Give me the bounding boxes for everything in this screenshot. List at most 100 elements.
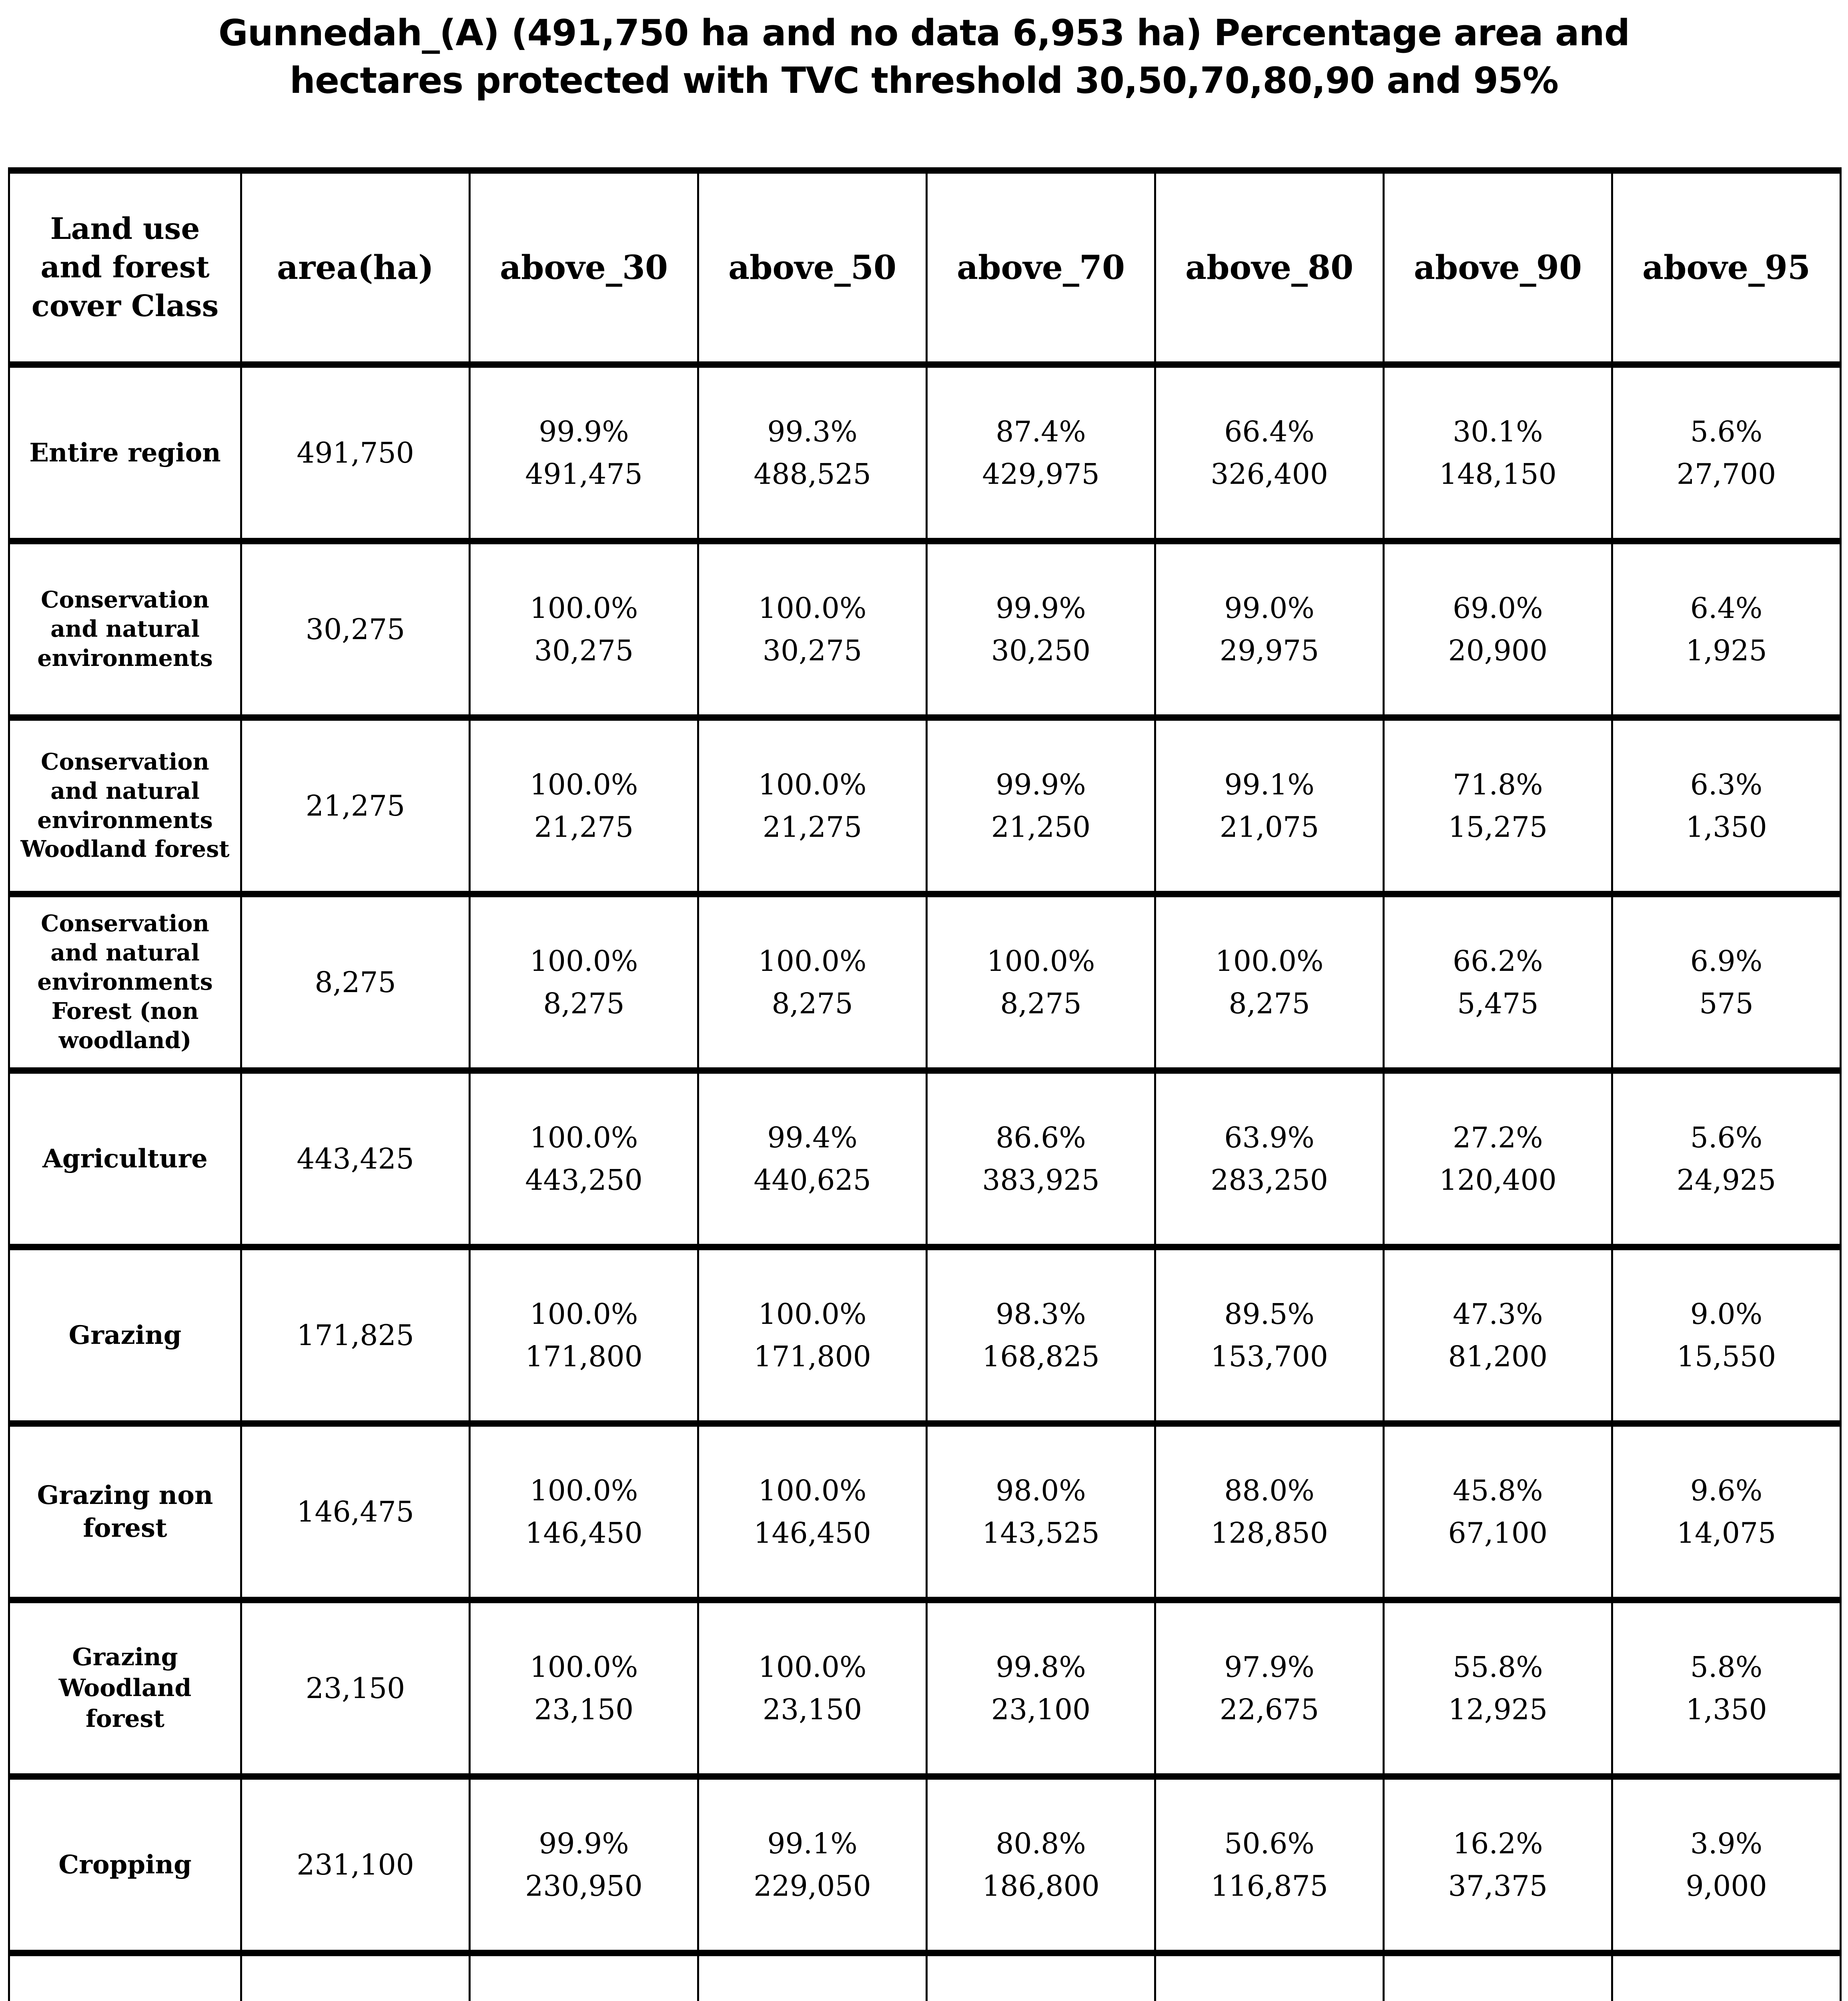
cell-hectares: 146,450 <box>754 1516 871 1550</box>
data-cell: 87.4% 429,975 <box>926 365 1156 541</box>
data-cell: 50.6% 116,875 <box>1154 1776 1385 1953</box>
cell-hectares: 5,475 <box>1457 986 1539 1020</box>
cell-hectares: 8,275 <box>543 986 625 1020</box>
cell-percent: 5.6% <box>1690 415 1763 449</box>
cell-hectares: 146,450 <box>525 1516 643 1550</box>
data-cell: 69.0% 20,900 <box>1383 541 1613 718</box>
cell-hectares: 30,250 <box>991 634 1091 667</box>
data-cell: 100.0% 30,275 <box>469 541 699 718</box>
row-label: Grazing non forest <box>8 1424 242 1600</box>
cell-hectares: 14,075 <box>1676 1516 1776 1550</box>
cell-hectares: 120,400 <box>1439 1163 1557 1197</box>
data-cell: 100.0% 8,275 <box>697 894 928 1071</box>
cell-hectares: 1,350 <box>1686 810 1767 844</box>
cell-hectares: 143,525 <box>982 1516 1100 1550</box>
data-cell: 100.0% 146,450 <box>697 1424 928 1600</box>
cell-percent: 86.6% <box>996 1121 1086 1155</box>
cell-hectares: 1,350 <box>1686 1692 1767 1726</box>
cell-percent: 88.0% <box>1224 1474 1315 1508</box>
cell-hectares: 22,675 <box>1219 1692 1319 1726</box>
data-cell: 99.9% 21,250 <box>926 718 1156 894</box>
data-cell: 69.8%28,175 <box>926 1953 1156 2001</box>
data-cell: 99.9% 30,250 <box>926 541 1156 718</box>
data-cell: 88.0% 128,850 <box>1154 1424 1385 1600</box>
cell-hectares: 23,100 <box>991 1692 1091 1726</box>
cell-percent: 99.9% <box>996 768 1086 802</box>
cell-hectares: 30,275 <box>534 634 634 667</box>
data-cell: 89.5% 153,700 <box>1154 1247 1385 1424</box>
column-header-above50: above_50 <box>697 170 928 365</box>
cell-percent: 99.1% <box>1224 768 1315 802</box>
area-cell: 146,475 <box>240 1424 471 1600</box>
column-header-above95: above_95 <box>1611 170 1842 365</box>
column-header-above90: above_90 <box>1383 170 1613 365</box>
area-cell: 23,150 <box>240 1600 471 1776</box>
cell-hectares: 8,275 <box>772 986 853 1020</box>
cell-percent: 100.0% <box>529 768 638 802</box>
cell-percent: 100.0% <box>529 944 638 978</box>
table-header-row: Land use and forest cover Class area(ha)… <box>8 170 1842 365</box>
data-cell: 9.6% 14,075 <box>1611 1424 1842 1600</box>
cell-hectares: 383,925 <box>982 1163 1100 1197</box>
cell-percent: 3.9% <box>1690 1827 1763 1861</box>
cell-hectares: 326,400 <box>1211 457 1328 491</box>
cell-hectares: 153,700 <box>1211 1339 1328 1373</box>
data-cell: 100.0% 23,150 <box>697 1600 928 1776</box>
area-cell: 30,275 <box>240 541 471 718</box>
data-cell: 5.8% 1,350 <box>1611 1600 1842 1776</box>
area-cell: 8,275 <box>240 894 471 1071</box>
data-cell: 16.2% 37,375 <box>1383 1776 1613 1953</box>
results-table: Land use and forest cover Class area(ha)… <box>8 167 1842 2001</box>
cell-percent: 100.0% <box>529 1121 638 1155</box>
data-cell: 9.0% 15,550 <box>1611 1247 1842 1424</box>
cell-hectares: 443,250 <box>525 1163 643 1197</box>
cell-hectares: 488,525 <box>754 457 871 491</box>
cell-percent: 100.0% <box>758 1297 867 1331</box>
cell-hectares: 230,950 <box>525 1869 643 1903</box>
data-cell: 66.4% 326,400 <box>1154 365 1385 541</box>
data-cell: 71.8% 15,275 <box>1383 718 1613 894</box>
table-row: Grazing non forest 146,475 100.0% 146,450… <box>8 1424 1842 1600</box>
cell-hectares: 429,975 <box>982 457 1100 491</box>
cell-percent: 6.9% <box>1690 944 1763 978</box>
cell-percent: 99.3% <box>767 415 858 449</box>
data-cell: 66.2% 5,475 <box>1383 894 1613 1071</box>
cell-hectares: 67,100 <box>1448 1516 1548 1550</box>
data-cell: 100.0% 171,800 <box>697 1247 928 1424</box>
cell-percent: 30.1% <box>1453 415 1543 449</box>
cell-percent: 99.0% <box>1224 591 1315 625</box>
cell-hectares: 21,275 <box>762 810 862 844</box>
data-cell: 100.0% 146,450 <box>469 1424 699 1600</box>
row-label: Grazing Woodland forest <box>8 1600 242 1776</box>
column-header-area: area(ha) <box>240 170 471 365</box>
table-row: Conservation and natural environments Wo… <box>8 718 1842 894</box>
cell-percent: 6.3% <box>1690 768 1763 802</box>
cell-percent: 100.0% <box>758 1650 867 1684</box>
cell-percent: 45.8% <box>1453 1474 1543 1508</box>
cell-hectares: 171,800 <box>525 1339 643 1373</box>
data-cell: 100.0% 21,275 <box>697 718 928 894</box>
cell-percent: 31.3% <box>1167 1999 1372 2001</box>
cell-percent: 100.0% <box>758 768 867 802</box>
cell-hectares: 491,475 <box>525 457 643 491</box>
cell-hectares: 21,275 <box>534 810 634 844</box>
data-cell: 100.0% 171,800 <box>469 1247 699 1424</box>
table-row: Conservation and natural environments 30… <box>8 541 1842 718</box>
cell-percent: 98.2% <box>710 1999 915 2001</box>
row-label: Grazing <box>8 1247 242 1424</box>
row-label: Irrigation <box>8 1953 242 2001</box>
cell-hectares: 21,250 <box>991 810 1091 844</box>
table-row: Conservation and natural environments Fo… <box>8 894 1842 1071</box>
cell-percent: 100.0% <box>986 944 1095 978</box>
data-cell: 3.9% 9,000 <box>1611 1776 1842 1953</box>
cell-percent: 69.0% <box>1453 591 1543 625</box>
cell-hectares: 283,250 <box>1211 1163 1328 1197</box>
page-title-line1: Gunnedah_(A) (491,750 ha and no data 6,9… <box>218 12 1630 54</box>
data-cell: 98.2%39,625 <box>697 1953 928 2001</box>
data-cell: 100.0% 443,250 <box>469 1071 699 1247</box>
area-cell: 40,350 <box>240 1953 471 2001</box>
cell-percent: 4.5% <box>1395 1999 1601 2001</box>
cell-percent: 100.0% <box>529 1650 638 1684</box>
row-label: Cropping <box>8 1776 242 1953</box>
